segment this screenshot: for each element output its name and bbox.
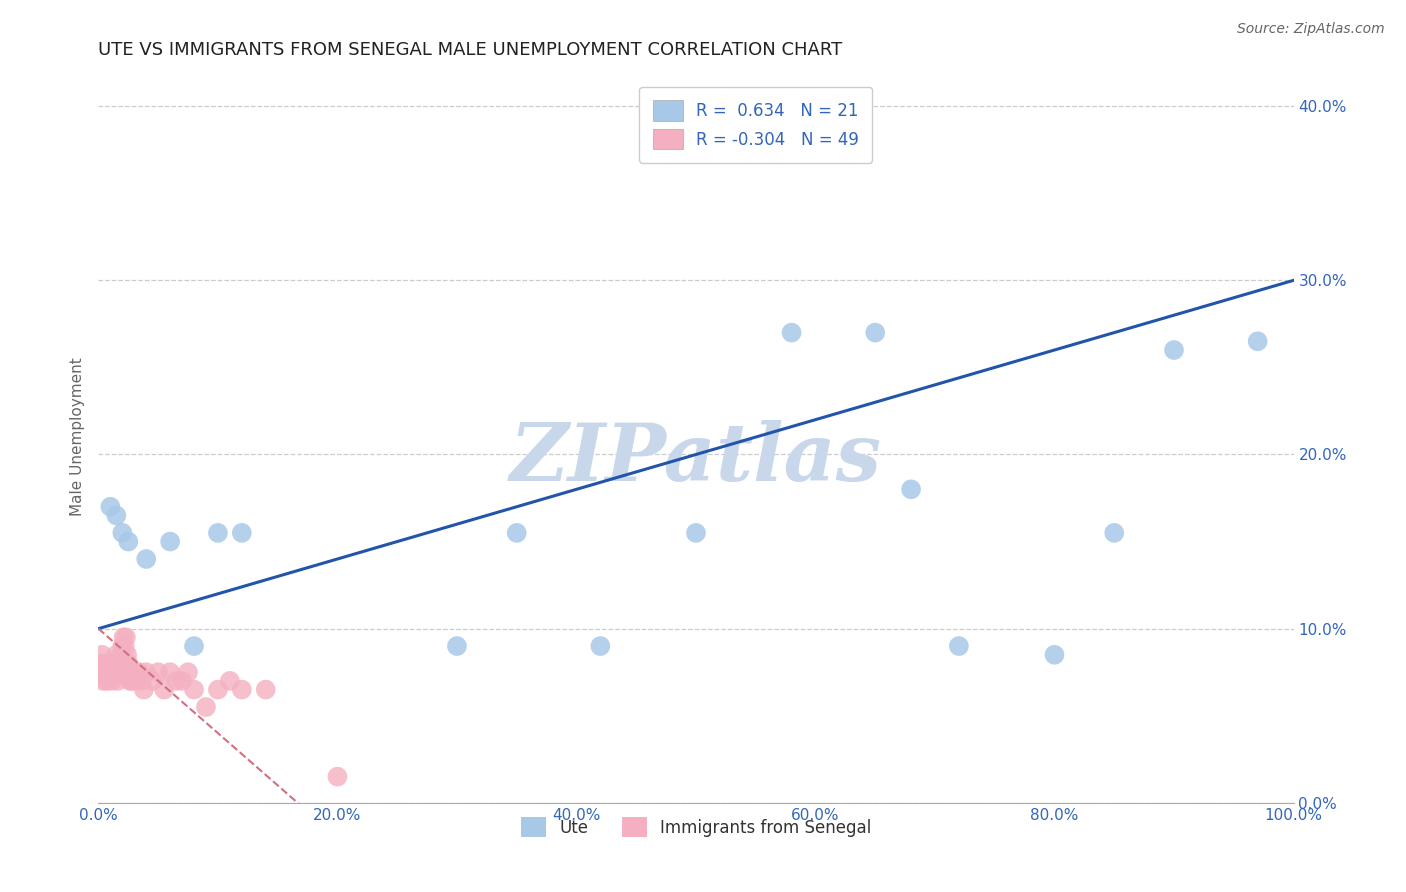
Ute <box>111 525 134 540</box>
Immigrants from Senegal <box>100 673 122 688</box>
Immigrants from Senegal <box>172 673 194 688</box>
Immigrants from Senegal <box>165 673 187 688</box>
Immigrants from Senegal <box>132 682 155 697</box>
Immigrants from Senegal <box>114 639 136 653</box>
Immigrants from Senegal <box>91 673 114 688</box>
Immigrants from Senegal <box>107 673 129 688</box>
Immigrants from Senegal <box>120 665 142 680</box>
Immigrants from Senegal <box>231 682 253 697</box>
Immigrants from Senegal <box>254 682 277 697</box>
Immigrants from Senegal <box>128 665 150 680</box>
Immigrants from Senegal <box>101 665 124 680</box>
Ute <box>948 639 970 653</box>
Immigrants from Senegal <box>104 665 127 680</box>
Immigrants from Senegal <box>183 682 205 697</box>
Ute <box>1247 334 1270 349</box>
Immigrants from Senegal <box>153 682 176 697</box>
Ute <box>1163 343 1185 357</box>
Immigrants from Senegal <box>103 657 125 671</box>
Immigrants from Senegal <box>91 648 114 662</box>
Ute <box>685 525 707 540</box>
Immigrants from Senegal <box>141 673 163 688</box>
Immigrants from Senegal <box>195 700 218 714</box>
Immigrants from Senegal <box>219 673 242 688</box>
Immigrants from Senegal <box>97 665 120 680</box>
Immigrants from Senegal <box>115 631 138 645</box>
Ute <box>506 525 529 540</box>
Immigrants from Senegal <box>124 673 146 688</box>
Immigrants from Senegal <box>108 657 131 671</box>
Ute <box>589 639 612 653</box>
Ute <box>900 483 922 497</box>
Immigrants from Senegal <box>326 770 349 784</box>
Legend: Ute, Immigrants from Senegal: Ute, Immigrants from Senegal <box>513 809 879 846</box>
Immigrants from Senegal <box>105 648 128 662</box>
Ute <box>135 552 157 566</box>
Immigrants from Senegal <box>94 657 117 671</box>
Immigrants from Senegal <box>121 673 143 688</box>
Ute <box>865 326 887 340</box>
Ute <box>231 525 253 540</box>
Immigrants from Senegal <box>98 657 121 671</box>
Immigrants from Senegal <box>98 665 122 680</box>
Ute <box>780 326 803 340</box>
Immigrants from Senegal <box>110 648 132 662</box>
Immigrants from Senegal <box>89 665 111 680</box>
Ute <box>105 508 128 523</box>
Ute <box>1043 648 1066 662</box>
Y-axis label: Male Unemployment: Male Unemployment <box>69 358 84 516</box>
Ute <box>98 500 122 514</box>
Immigrants from Senegal <box>135 665 157 680</box>
Immigrants from Senegal <box>148 665 170 680</box>
Immigrants from Senegal <box>96 673 118 688</box>
Text: ZIPatlas: ZIPatlas <box>510 420 882 498</box>
Text: Source: ZipAtlas.com: Source: ZipAtlas.com <box>1237 22 1385 37</box>
Immigrants from Senegal <box>207 682 229 697</box>
Immigrants from Senegal <box>118 673 141 688</box>
Immigrants from Senegal <box>111 639 134 653</box>
Immigrants from Senegal <box>131 673 153 688</box>
Immigrants from Senegal <box>177 665 200 680</box>
Immigrants from Senegal <box>122 665 145 680</box>
Immigrants from Senegal <box>117 657 139 671</box>
Immigrants from Senegal <box>107 665 129 680</box>
Immigrants from Senegal <box>93 665 115 680</box>
Ute <box>1104 525 1126 540</box>
Immigrants from Senegal <box>115 648 138 662</box>
Ute <box>117 534 139 549</box>
Ute <box>446 639 468 653</box>
Text: UTE VS IMMIGRANTS FROM SENEGAL MALE UNEMPLOYMENT CORRELATION CHART: UTE VS IMMIGRANTS FROM SENEGAL MALE UNEM… <box>98 41 842 59</box>
Immigrants from Senegal <box>125 665 148 680</box>
Ute <box>207 525 229 540</box>
Immigrants from Senegal <box>159 665 181 680</box>
Immigrants from Senegal <box>112 631 135 645</box>
Immigrants from Senegal <box>90 657 112 671</box>
Ute <box>159 534 181 549</box>
Ute <box>183 639 205 653</box>
